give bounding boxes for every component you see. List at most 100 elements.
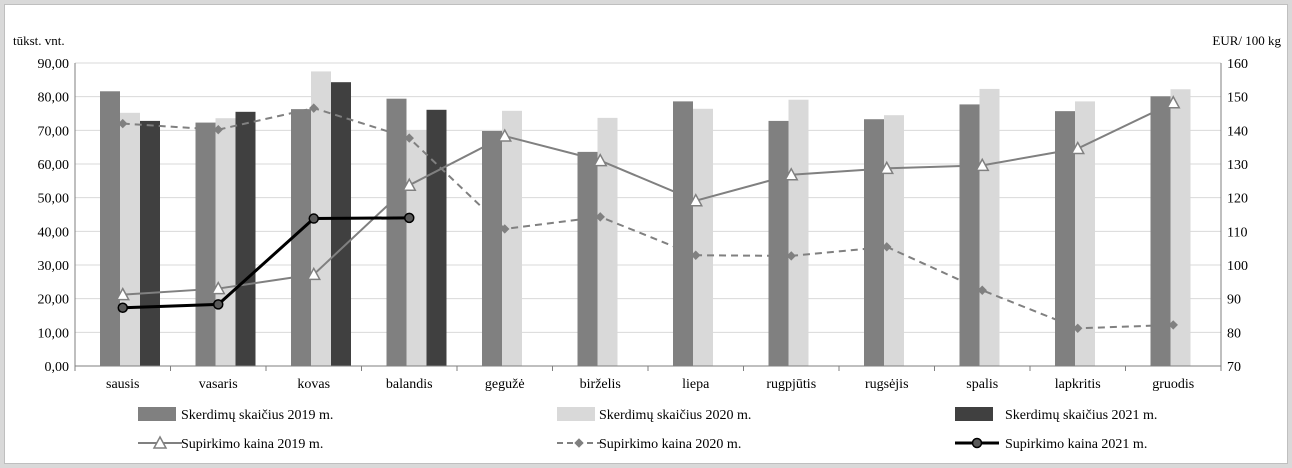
right-tick-label: 120: [1227, 192, 1248, 207]
bar: [426, 109, 447, 367]
bar: [502, 110, 522, 366]
line-point: [210, 281, 226, 295]
category-label: liepa: [682, 377, 710, 392]
line-point: [306, 266, 322, 281]
category-label: balandis: [386, 377, 433, 392]
line-point: [592, 153, 608, 167]
line-point: [152, 435, 168, 449]
left-tick-label: 20,00: [38, 293, 70, 308]
right-tick-label: 70: [1227, 360, 1241, 375]
bar: [864, 119, 884, 367]
line-point: [977, 285, 987, 295]
category-label: kovas: [297, 377, 330, 392]
left-tick-label: 0,00: [45, 360, 70, 375]
bar: [1170, 89, 1191, 366]
bar: [884, 115, 904, 366]
bar: [959, 104, 980, 366]
bar: [406, 130, 427, 366]
left-tick-label: 30,00: [38, 259, 70, 274]
line-point: [688, 193, 704, 207]
line-series: [122, 107, 1174, 330]
bar: [331, 82, 351, 366]
gridlines: [75, 62, 1221, 367]
bar: [100, 91, 120, 366]
line-point: [879, 160, 895, 175]
line-point: [500, 224, 510, 234]
legend-label: Skerdimų skaičius 2019 m.: [181, 408, 333, 423]
bar: [386, 98, 407, 366]
right-tick-label: 90: [1227, 293, 1241, 308]
legend-label: Supirkimo kaina 2019 m.: [181, 437, 323, 452]
axis-labels: tūkst. vnt. EUR/ 100 kg: [13, 33, 1281, 48]
bar: [979, 88, 1000, 366]
right-tick-label: 110: [1227, 225, 1247, 240]
category-label: lapkritis: [1055, 377, 1101, 392]
left-tick-label: 80,00: [38, 91, 70, 106]
left-tick-label: 70,00: [38, 124, 70, 139]
bar: [1075, 101, 1095, 366]
bar: [577, 151, 598, 366]
right-tick-label: 130: [1227, 158, 1248, 173]
bar-series-group: [100, 71, 1191, 367]
bar: [291, 109, 311, 366]
bar: [673, 101, 693, 366]
line-point: [786, 251, 796, 261]
line-point: [783, 167, 799, 181]
bar: [482, 131, 502, 366]
line-series: [122, 216, 410, 310]
category-label: birželis: [580, 377, 621, 392]
line-point: [115, 287, 131, 301]
right-tick-label: 150: [1227, 91, 1248, 106]
right-tick-label: 100: [1227, 259, 1248, 274]
left-tick-label: 40,00: [38, 225, 70, 240]
line-series-group: [115, 95, 1181, 334]
line-point: [213, 299, 224, 310]
left-axis-unit-label: tūkst. vnt.: [13, 33, 65, 48]
left-tick-label: 10,00: [38, 326, 70, 341]
category-label: gruodis: [1152, 377, 1194, 392]
legend-label: Supirkimo kaina 2020 m.: [599, 437, 741, 452]
bar: [788, 99, 809, 367]
line-point: [401, 177, 417, 191]
line-point: [1165, 95, 1181, 109]
line-point: [971, 437, 983, 449]
bar: [215, 118, 236, 366]
right-tick-label: 80: [1227, 326, 1241, 341]
line-point: [882, 242, 892, 252]
line-series: [122, 101, 1174, 296]
legend-label: Skerdimų skaičius 2020 m.: [599, 408, 751, 423]
line-point: [309, 103, 319, 113]
axes: 0,00 10,00 20,00 30,00 40,00 50,00 60,00 70,00 8…: [38, 57, 1249, 392]
legend: Skerdimų skaičius 2019 m. Skerdimų skaiči…: [138, 407, 1157, 452]
line-point: [974, 157, 990, 172]
category-label: vasaris: [199, 377, 238, 392]
bar: [1055, 111, 1075, 366]
line-point: [404, 212, 415, 224]
legend-swatch: [138, 407, 176, 421]
legend-label: Supirkimo kaina 2021 m.: [1005, 437, 1147, 452]
right-tick-label: 140: [1227, 124, 1248, 139]
line-point: [1070, 140, 1086, 155]
category-label: rugsėjis: [865, 377, 909, 392]
right-tick-label: 160: [1227, 57, 1248, 72]
left-tick-label: 60,00: [38, 158, 70, 173]
line-point: [595, 212, 605, 222]
line-point: [1168, 320, 1178, 330]
legend-swatch: [557, 407, 595, 421]
left-tick-label: 50,00: [38, 192, 70, 207]
bar: [195, 122, 216, 366]
left-tick-label: 90,00: [38, 57, 70, 72]
line-point: [574, 438, 584, 448]
bar: [693, 108, 713, 366]
legend-label: Skerdimų skaičius 2021 m.: [1005, 408, 1157, 423]
bar: [1150, 96, 1171, 366]
line-point: [691, 250, 701, 260]
bar: [597, 117, 618, 366]
bar: [140, 120, 160, 366]
bar: [235, 111, 256, 366]
category-label: rugpjūtis: [766, 377, 816, 392]
legend-swatch: [955, 407, 993, 421]
category-label: spalis: [966, 377, 998, 392]
line-point: [308, 213, 319, 224]
bar: [768, 120, 789, 366]
